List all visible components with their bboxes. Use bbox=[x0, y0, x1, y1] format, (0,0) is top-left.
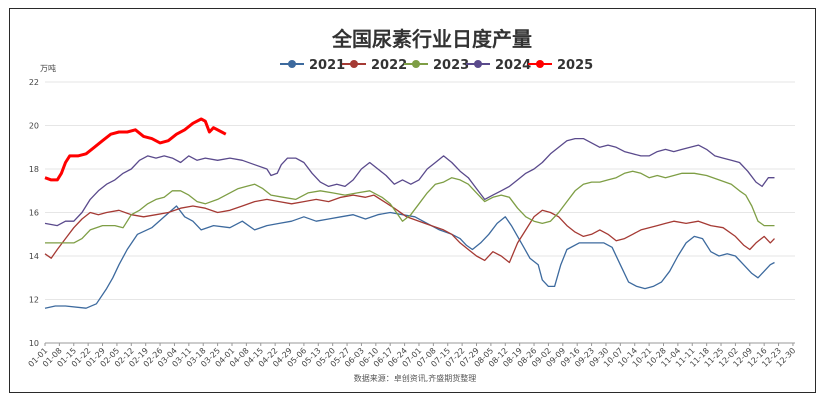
legend-item-2025[interactable]: 2025 bbox=[528, 58, 593, 73]
legend-swatch-marker bbox=[350, 60, 358, 68]
legend-swatch-marker bbox=[474, 60, 482, 68]
y-axis-unit: 万吨 bbox=[40, 63, 56, 73]
y-tick-label: 16 bbox=[29, 209, 39, 218]
y-tick-label: 20 bbox=[29, 122, 39, 131]
series-line-2023 bbox=[45, 170, 775, 244]
legend-label: 2023 bbox=[433, 58, 469, 73]
legend-label: 2022 bbox=[371, 58, 407, 73]
series-lines bbox=[44, 117, 775, 309]
series-line-2024 bbox=[44, 137, 775, 227]
y-tick-label: 12 bbox=[29, 296, 39, 305]
y-tick-label: 18 bbox=[29, 165, 39, 174]
series-line-2021 bbox=[44, 205, 775, 309]
y-tick-label: 14 bbox=[29, 252, 39, 261]
x-axis-ticks: 01-0101-0801-1501-2201-2902-0502-1202-19… bbox=[27, 343, 797, 369]
legend-item-2023[interactable]: 2023 bbox=[404, 58, 469, 73]
chart-legend: 2021 2022 2023 2024 2025 bbox=[280, 58, 593, 73]
data-source-note: 数据来源：卓创资讯,齐盛期货整理 bbox=[354, 373, 477, 383]
legend-item-2022[interactable]: 2022 bbox=[342, 58, 407, 73]
legend-item-2021[interactable]: 2021 bbox=[280, 58, 345, 73]
legend-label: 2025 bbox=[557, 58, 593, 73]
chart-title: 全国尿素行业日度产量 bbox=[331, 27, 532, 51]
series-line-2022 bbox=[44, 194, 775, 264]
legend-swatch-marker bbox=[288, 60, 296, 68]
legend-label: 2021 bbox=[309, 58, 345, 73]
grid-lines bbox=[45, 81, 795, 344]
legend-item-2024[interactable]: 2024 bbox=[466, 58, 531, 73]
y-tick-label: 10 bbox=[29, 339, 39, 348]
legend-swatch-marker bbox=[412, 60, 420, 68]
legend-swatch-marker bbox=[536, 60, 544, 68]
series-line-2025 bbox=[44, 117, 227, 182]
y-tick-label: 22 bbox=[29, 78, 39, 87]
legend-label: 2024 bbox=[495, 58, 531, 73]
chart-frame bbox=[9, 8, 816, 393]
y-axis-ticks: 10 12 14 16 18 20 22 bbox=[29, 78, 39, 348]
